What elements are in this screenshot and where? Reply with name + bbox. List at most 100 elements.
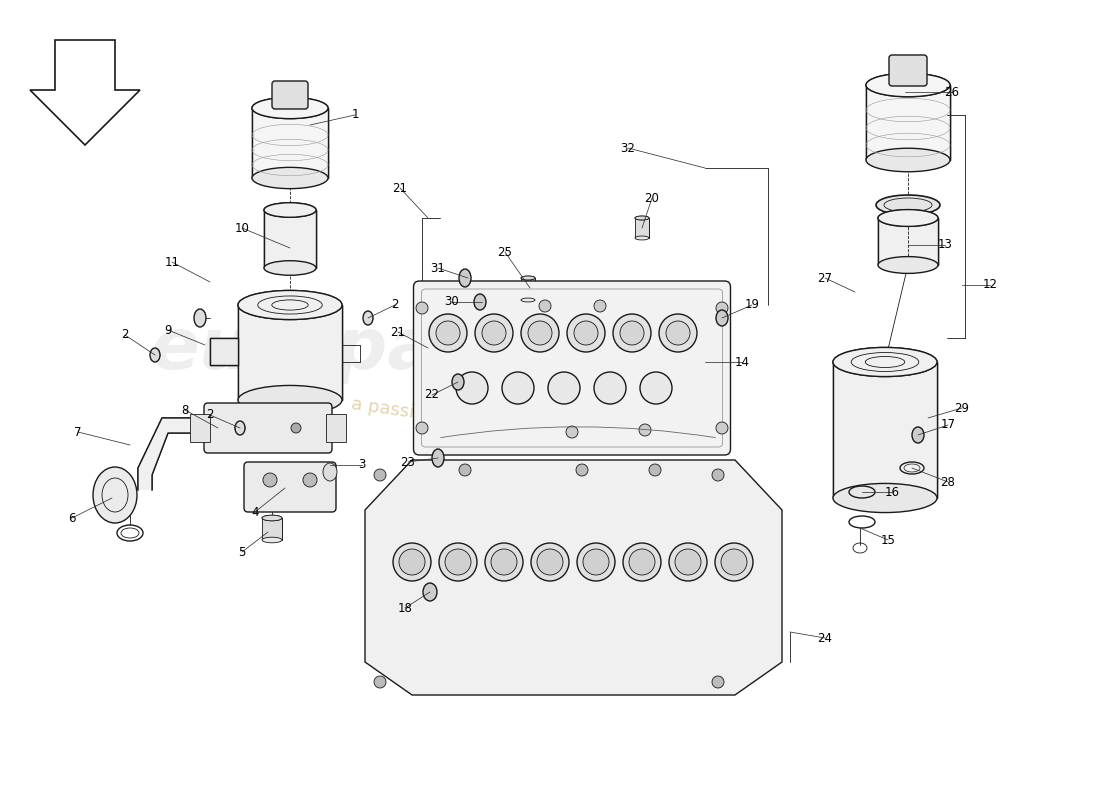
Ellipse shape [238, 290, 342, 319]
Text: 16: 16 [884, 486, 900, 498]
Ellipse shape [912, 427, 924, 443]
Ellipse shape [363, 311, 373, 325]
FancyBboxPatch shape [889, 55, 927, 86]
Ellipse shape [502, 372, 534, 404]
Polygon shape [365, 460, 782, 695]
Bar [210, 338, 238, 365]
Text: 26: 26 [945, 86, 959, 98]
Ellipse shape [459, 269, 471, 287]
Ellipse shape [485, 543, 522, 581]
Text: 5: 5 [239, 546, 245, 558]
Text: 28: 28 [940, 475, 956, 489]
Text: 22: 22 [425, 389, 440, 402]
Ellipse shape [264, 202, 316, 218]
Text: 15: 15 [881, 534, 895, 546]
Bar [326, 414, 346, 442]
Polygon shape [866, 85, 950, 160]
Ellipse shape [594, 300, 606, 312]
Ellipse shape [432, 449, 444, 467]
Ellipse shape [578, 543, 615, 581]
Ellipse shape [623, 543, 661, 581]
Text: 19: 19 [745, 298, 759, 311]
Ellipse shape [374, 676, 386, 688]
Text: 23: 23 [400, 455, 416, 469]
FancyBboxPatch shape [272, 81, 308, 109]
Ellipse shape [399, 549, 425, 575]
Ellipse shape [521, 276, 535, 280]
Text: 6: 6 [68, 511, 76, 525]
Bar [190, 414, 210, 442]
Ellipse shape [716, 422, 728, 434]
Text: 2: 2 [121, 329, 129, 342]
Ellipse shape [583, 549, 609, 575]
Text: 27: 27 [817, 271, 833, 285]
Text: 3: 3 [359, 458, 365, 471]
Ellipse shape [521, 276, 535, 280]
Polygon shape [635, 218, 649, 238]
Ellipse shape [833, 347, 937, 377]
Ellipse shape [531, 543, 569, 581]
Ellipse shape [716, 310, 728, 326]
Ellipse shape [537, 549, 563, 575]
Text: europarts: europarts [151, 315, 550, 385]
Text: 29: 29 [955, 402, 969, 414]
Text: 32: 32 [620, 142, 636, 154]
Ellipse shape [548, 372, 580, 404]
Text: 11: 11 [165, 255, 179, 269]
Ellipse shape [629, 549, 654, 575]
Ellipse shape [715, 543, 754, 581]
Ellipse shape [576, 464, 588, 476]
Ellipse shape [635, 216, 649, 220]
Text: 4: 4 [251, 506, 258, 518]
Ellipse shape [878, 257, 938, 274]
Ellipse shape [720, 549, 747, 575]
Polygon shape [521, 278, 535, 300]
Ellipse shape [452, 374, 464, 390]
Text: 21: 21 [393, 182, 407, 194]
Ellipse shape [393, 543, 431, 581]
Ellipse shape [866, 148, 950, 172]
Polygon shape [138, 418, 190, 490]
Ellipse shape [521, 314, 559, 352]
Polygon shape [238, 305, 342, 400]
Ellipse shape [416, 422, 428, 434]
Ellipse shape [613, 314, 651, 352]
Ellipse shape [878, 210, 938, 226]
Ellipse shape [566, 426, 578, 438]
Ellipse shape [456, 372, 488, 404]
Text: 20: 20 [645, 191, 659, 205]
Ellipse shape [716, 302, 728, 314]
Ellipse shape [264, 261, 316, 275]
Text: 2: 2 [392, 298, 398, 311]
Ellipse shape [424, 583, 437, 601]
FancyBboxPatch shape [414, 281, 730, 455]
Ellipse shape [482, 321, 506, 345]
Text: 31: 31 [430, 262, 446, 274]
Ellipse shape [659, 314, 697, 352]
Ellipse shape [491, 549, 517, 575]
Ellipse shape [252, 98, 328, 118]
Ellipse shape [238, 386, 342, 414]
Ellipse shape [194, 309, 206, 327]
Ellipse shape [150, 348, 160, 362]
Text: 2: 2 [207, 409, 213, 422]
Text: 21: 21 [390, 326, 406, 338]
Ellipse shape [521, 298, 535, 302]
Ellipse shape [878, 210, 938, 226]
Ellipse shape [594, 372, 626, 404]
Text: 18: 18 [397, 602, 412, 614]
Ellipse shape [639, 424, 651, 436]
FancyBboxPatch shape [204, 403, 332, 453]
Ellipse shape [876, 195, 940, 215]
Ellipse shape [323, 463, 337, 481]
Text: 24: 24 [817, 631, 833, 645]
Ellipse shape [262, 515, 282, 521]
Ellipse shape [669, 543, 707, 581]
Ellipse shape [374, 469, 386, 481]
FancyBboxPatch shape [244, 462, 336, 512]
Ellipse shape [235, 421, 245, 435]
Ellipse shape [302, 473, 317, 487]
Ellipse shape [574, 321, 598, 345]
Text: 17: 17 [940, 418, 956, 431]
Text: 25: 25 [497, 246, 513, 258]
